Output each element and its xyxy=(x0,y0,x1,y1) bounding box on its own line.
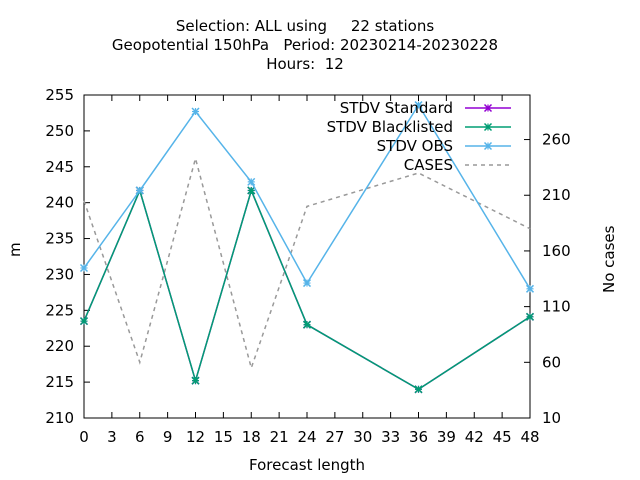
y2-tick-label: 260 xyxy=(542,131,571,149)
y2-tick-label: 110 xyxy=(542,298,571,316)
y2-tick-label: 160 xyxy=(542,242,571,260)
y-tick-label: 240 xyxy=(45,194,74,212)
x-tick-label: 30 xyxy=(353,428,372,446)
chart-title-line-1: Selection: ALL using 22 stations xyxy=(175,17,435,35)
y-tick-label: 245 xyxy=(45,158,74,176)
y2-tick-label: 60 xyxy=(542,353,561,371)
y2-tick-label: 10 xyxy=(542,409,561,427)
x-tick-label: 42 xyxy=(465,428,484,446)
x-tick-label: 48 xyxy=(520,428,539,446)
x-tick-label: 45 xyxy=(493,428,512,446)
y-tick-label: 255 xyxy=(45,86,74,104)
x-tick-label: 36 xyxy=(409,428,428,446)
y-tick-label: 220 xyxy=(45,337,74,355)
x-tick-label: 0 xyxy=(79,428,89,446)
x-tick-label: 15 xyxy=(214,428,233,446)
y-tick-label: 250 xyxy=(45,122,74,140)
chart-title-line-3: Hours: 12 xyxy=(266,55,344,73)
chart-title-line-2: Geopotential 150hPa Period: 20230214-202… xyxy=(111,36,499,54)
x-tick-label: 6 xyxy=(135,428,145,446)
x-tick-label: 24 xyxy=(297,428,316,446)
legend-label: STDV OBS xyxy=(377,137,453,155)
x-tick-label: 3 xyxy=(107,428,117,446)
x-axis-title: Forecast length xyxy=(249,456,366,474)
x-tick-label: 21 xyxy=(270,428,289,446)
legend-label: STDV Blacklisted xyxy=(327,118,453,136)
x-tick-label: 18 xyxy=(242,428,261,446)
y-tick-label: 210 xyxy=(45,409,74,427)
x-tick-label: 12 xyxy=(186,428,205,446)
y-tick-label: 215 xyxy=(45,373,74,391)
y2-tick-label: 210 xyxy=(542,186,571,204)
y-tick-label: 225 xyxy=(45,301,74,319)
legend-label: STDV Standard xyxy=(340,99,453,117)
x-tick-label: 33 xyxy=(381,428,400,446)
y-tick-label: 235 xyxy=(45,230,74,248)
x-tick-label: 39 xyxy=(437,428,456,446)
plot-frame xyxy=(83,94,531,419)
series-line-stdv-blacklisted xyxy=(83,188,531,391)
x-tick-label: 9 xyxy=(163,428,173,446)
y2-axis-title: No cases xyxy=(600,225,618,293)
series-line-stdv-obs xyxy=(83,103,531,290)
legend-label: CASES xyxy=(404,156,453,174)
y-axis-title: m xyxy=(6,242,24,257)
y-tick-label: 230 xyxy=(45,265,74,283)
series-line-cases xyxy=(83,155,531,371)
x-tick-label: 27 xyxy=(325,428,344,446)
